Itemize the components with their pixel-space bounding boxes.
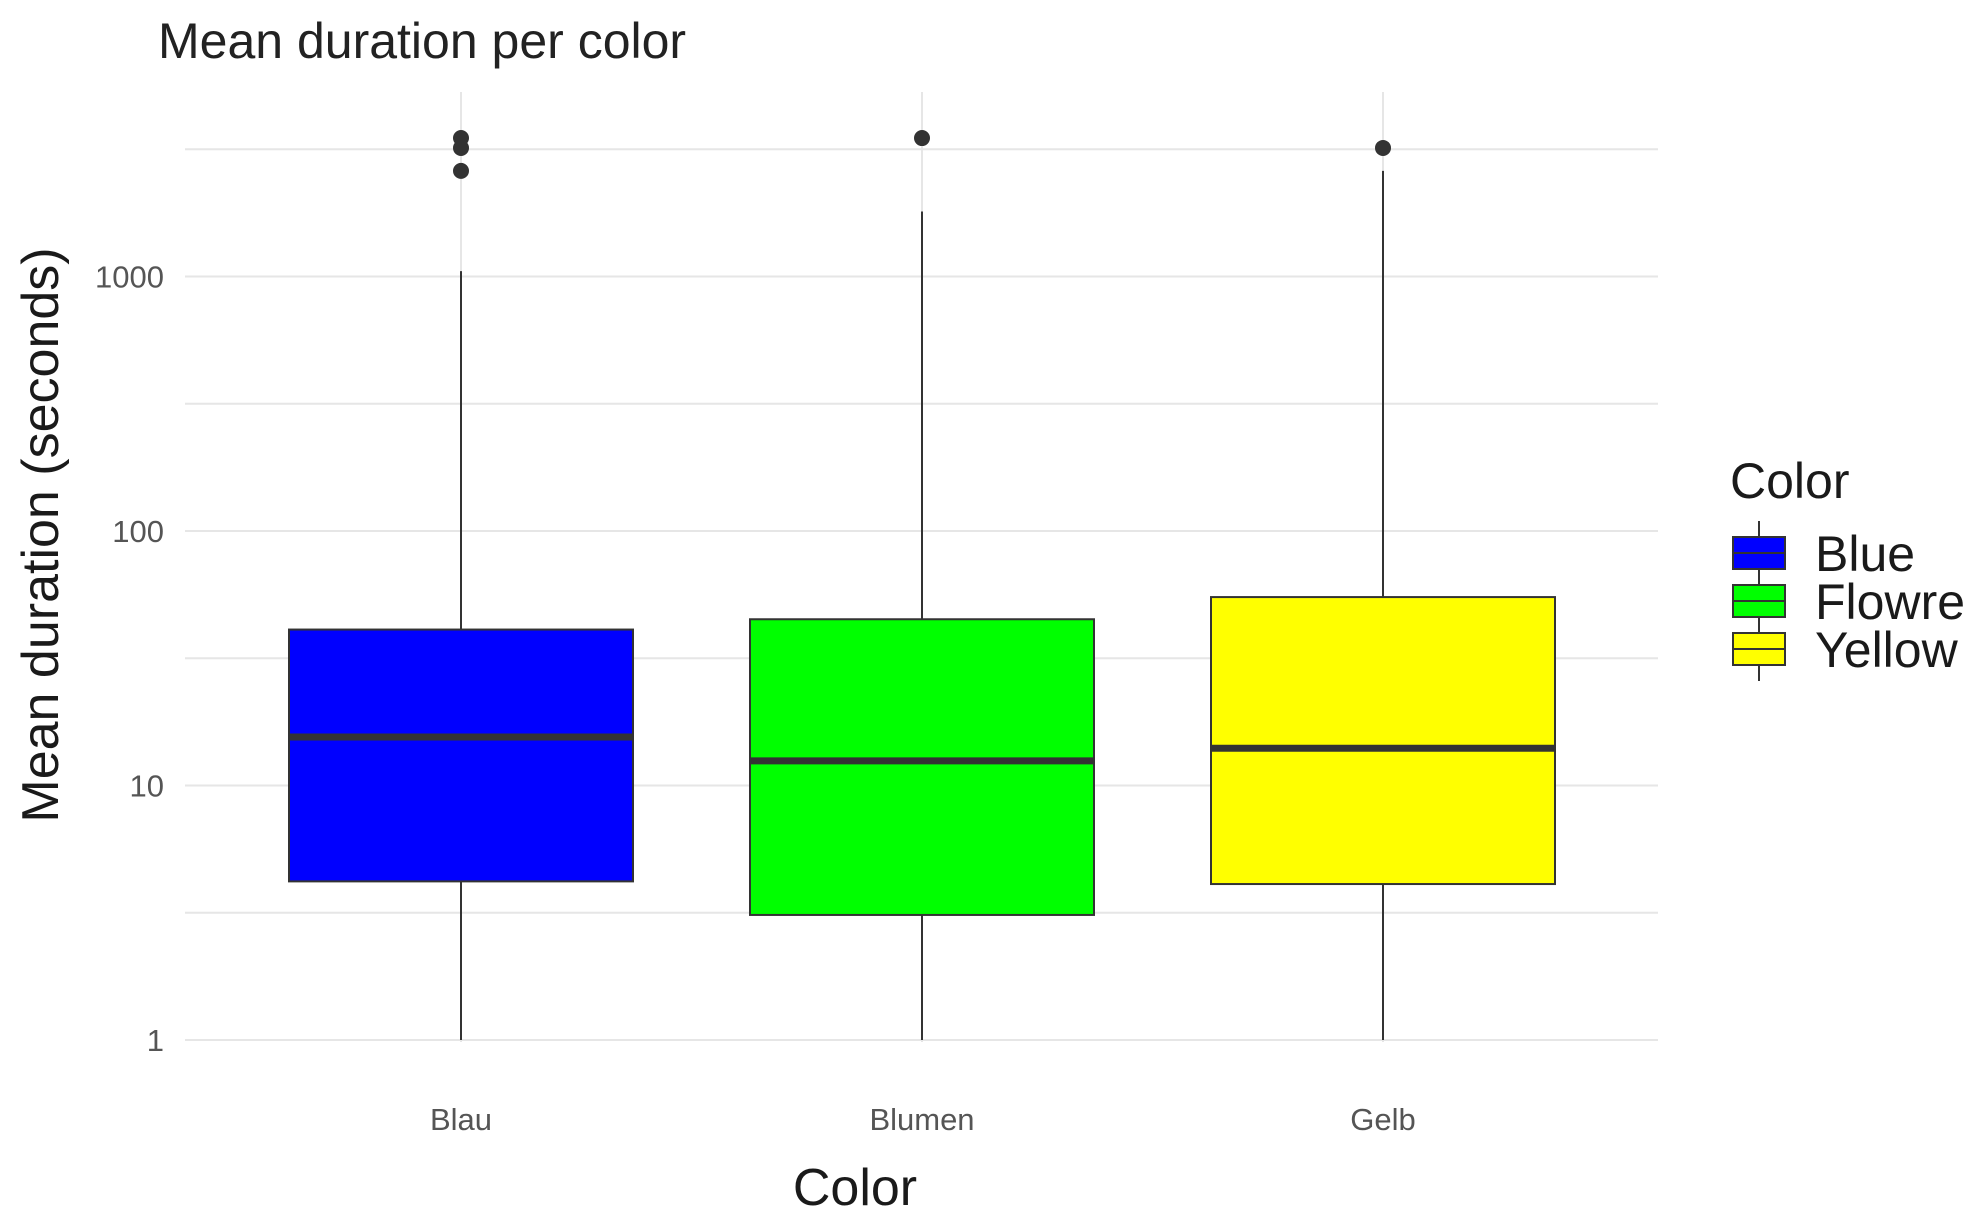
- box-body: [1210, 596, 1556, 886]
- box-blau: [288, 130, 634, 1040]
- legend-label: Flowre: [1815, 574, 1965, 630]
- legend-item-yellow: Yellow: [1732, 617, 1959, 681]
- y-tick-label: 100: [112, 514, 164, 549]
- legend-title: Color: [1730, 453, 1849, 509]
- legend-label: Yellow: [1815, 622, 1959, 678]
- outlier-point: [1375, 139, 1391, 156]
- outlier-point: [914, 130, 930, 147]
- legend-label: Blue: [1815, 526, 1915, 582]
- y-tick-label: 1000: [95, 260, 164, 295]
- x-axis-title: Color: [793, 1159, 917, 1217]
- y-axis-ticks: 1 10 100 1000: [95, 260, 164, 1059]
- legend-item-blue: Blue: [1732, 521, 1915, 585]
- y-axis-title: Mean duration (seconds): [12, 247, 70, 822]
- box-series: [288, 130, 1556, 1040]
- chart-title: Mean duration per color: [158, 13, 686, 69]
- x-tick-label: Blau: [430, 1102, 492, 1137]
- legend-item-flowre: Flowre: [1732, 569, 1965, 633]
- y-tick-label: 10: [130, 769, 164, 804]
- outlier-point: [453, 130, 469, 147]
- x-axis-ticks: Blau Blumen Gelb: [430, 1102, 1416, 1137]
- box-gelb: [1210, 139, 1556, 1040]
- box-body: [288, 628, 634, 883]
- outlier-point: [453, 162, 469, 179]
- box-body: [749, 618, 1095, 916]
- box-blumen: [749, 130, 1095, 1040]
- x-tick-label: Gelb: [1350, 1102, 1415, 1137]
- y-tick-label: 1: [147, 1023, 164, 1058]
- x-tick-label: Blumen: [869, 1102, 974, 1137]
